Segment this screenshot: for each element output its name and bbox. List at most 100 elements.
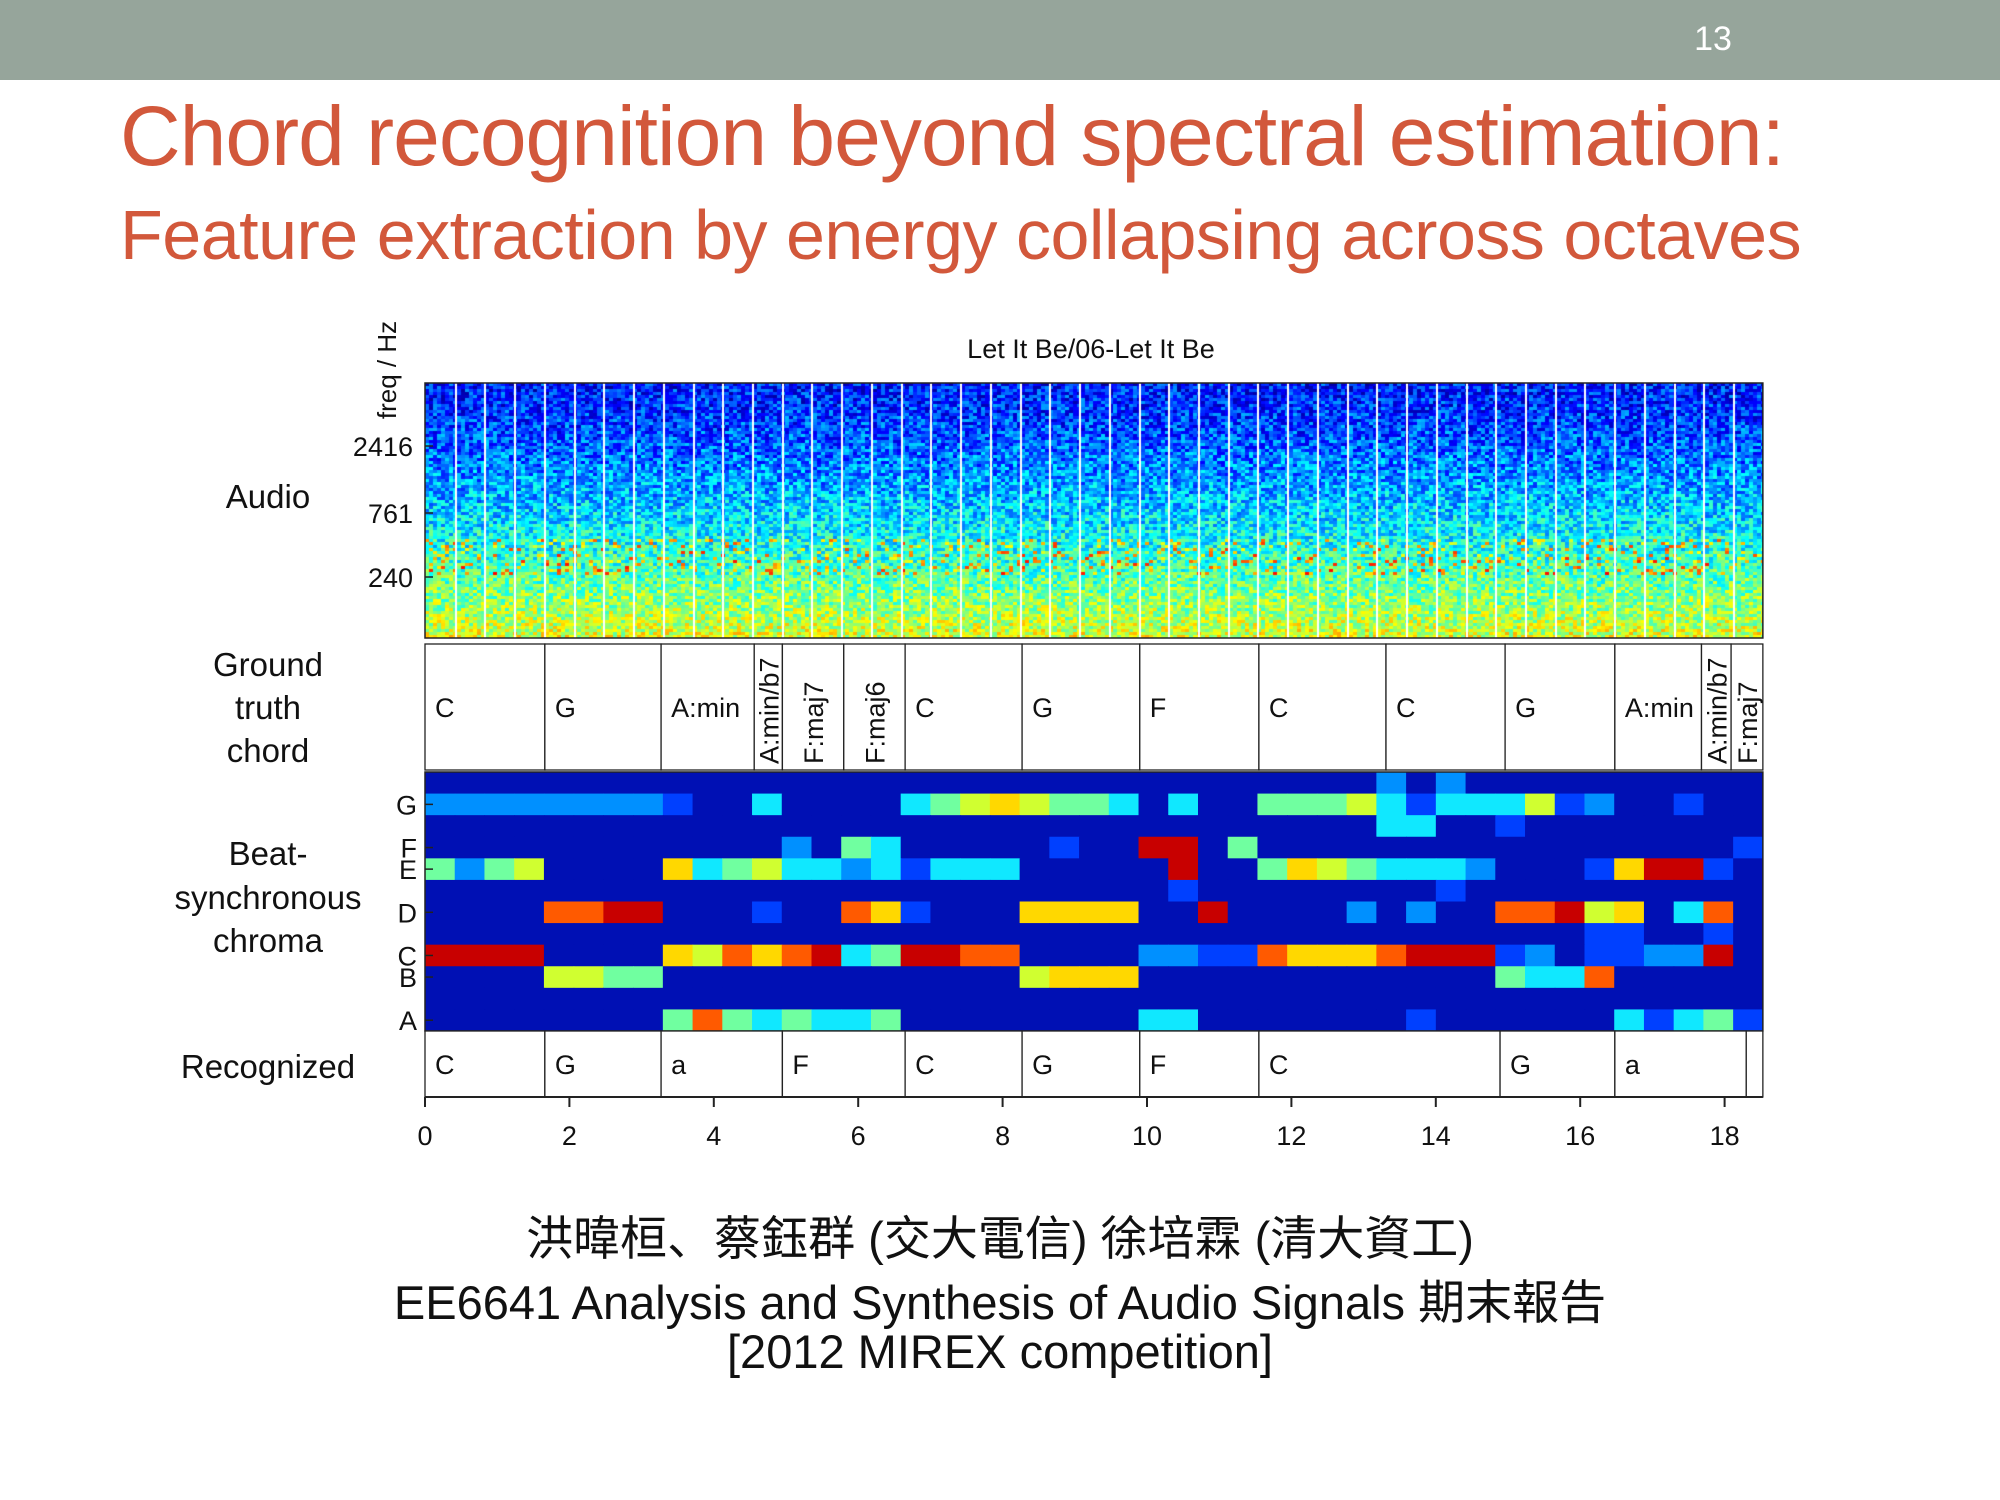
chroma-cell bbox=[841, 966, 872, 989]
chroma-cell bbox=[1287, 966, 1318, 989]
chroma-cell bbox=[900, 815, 932, 838]
chroma-cell bbox=[1257, 966, 1288, 989]
chroma-cell bbox=[1197, 772, 1229, 795]
chroma-cell bbox=[484, 879, 515, 903]
chroma-cell bbox=[1049, 858, 1080, 881]
chroma-cell bbox=[1614, 879, 1645, 903]
chroma-cell bbox=[1673, 1009, 1705, 1032]
chroma-cell bbox=[722, 1009, 753, 1032]
chroma-cell bbox=[960, 923, 991, 946]
chroma-cell bbox=[573, 944, 604, 967]
chroma-cell bbox=[1049, 815, 1080, 838]
chroma-cell bbox=[1019, 966, 1050, 989]
chroma-cell bbox=[514, 923, 545, 946]
chroma-cell bbox=[1733, 987, 1764, 1011]
chroma-cell bbox=[1465, 1009, 1496, 1032]
chroma-cell bbox=[1168, 836, 1199, 859]
chroma-cell bbox=[1257, 793, 1288, 816]
chroma-cell bbox=[692, 987, 723, 1011]
chroma-cell bbox=[989, 815, 1021, 838]
chroma-cell bbox=[603, 966, 634, 989]
chroma-cell bbox=[454, 966, 486, 989]
chroma-cell bbox=[989, 793, 1021, 816]
chroma-cell bbox=[1138, 836, 1169, 859]
chroma-cell bbox=[1435, 836, 1467, 859]
chroma-cell bbox=[1227, 772, 1259, 795]
chroma-cell bbox=[1495, 772, 1526, 795]
chroma-cell bbox=[1316, 879, 1348, 903]
chroma-cell bbox=[1584, 879, 1615, 903]
chroma-cell bbox=[1316, 987, 1348, 1011]
x-tick-label: 16 bbox=[1565, 1121, 1595, 1151]
chroma-cell bbox=[1643, 987, 1675, 1011]
chroma-cell bbox=[1584, 858, 1615, 881]
chroma-cell bbox=[1465, 793, 1496, 816]
chroma-cell bbox=[1197, 987, 1229, 1011]
chroma-cell bbox=[722, 966, 753, 989]
chroma-cell bbox=[425, 966, 456, 989]
chroma-cell bbox=[1168, 987, 1199, 1011]
chroma-cell bbox=[1435, 858, 1467, 881]
chroma-cell bbox=[841, 879, 872, 903]
chroma-cell bbox=[1138, 923, 1169, 946]
panel-label-ground-truth: chord bbox=[227, 732, 310, 769]
chroma-cell bbox=[662, 923, 694, 946]
chroma-cell bbox=[454, 793, 486, 816]
chroma-cell bbox=[1614, 923, 1645, 946]
chroma-cell bbox=[1733, 815, 1764, 838]
chroma-cell bbox=[662, 793, 694, 816]
chroma-cell bbox=[1138, 793, 1169, 816]
x-tick-label: 2 bbox=[562, 1121, 577, 1151]
chroma-cell bbox=[781, 793, 813, 816]
chroma-cell bbox=[811, 944, 842, 967]
chroma-cell bbox=[1525, 815, 1556, 838]
chroma-cell bbox=[1197, 836, 1229, 859]
chroma-cell bbox=[1614, 901, 1645, 924]
chroma-cell bbox=[1584, 793, 1615, 816]
chroma-cell bbox=[811, 987, 842, 1011]
chroma-cell bbox=[1346, 987, 1377, 1011]
chroma-cell bbox=[1108, 815, 1140, 838]
chroma-cell bbox=[454, 901, 486, 924]
chroma-cell bbox=[900, 923, 932, 946]
chroma-cell bbox=[752, 944, 783, 967]
chroma-cell bbox=[1525, 772, 1556, 795]
chroma-cell bbox=[543, 944, 575, 967]
chroma-cell bbox=[811, 815, 842, 838]
chroma-cell bbox=[1703, 1009, 1734, 1032]
panel-label-ground-truth: Ground bbox=[213, 646, 323, 683]
chroma-cell bbox=[1079, 858, 1110, 881]
chroma-cell bbox=[1287, 858, 1318, 881]
chroma-cell bbox=[1316, 793, 1348, 816]
chroma-cell bbox=[1079, 836, 1110, 859]
chroma-cell bbox=[425, 793, 456, 816]
chroma-cell bbox=[752, 836, 783, 859]
chroma-cell bbox=[514, 815, 545, 838]
chroma-cell bbox=[1168, 923, 1199, 946]
chroma-cell bbox=[841, 772, 872, 795]
chroma-cell bbox=[1733, 879, 1764, 903]
ground-truth-chord-segment bbox=[1021, 643, 1141, 771]
footer-course: EE6641 Analysis and Synthesis of Audio S… bbox=[393, 1276, 1607, 1329]
chroma-cell bbox=[1584, 772, 1615, 795]
recognized-chord-segment bbox=[424, 1030, 546, 1098]
chroma-cell bbox=[781, 1009, 813, 1032]
chroma-cell bbox=[543, 858, 575, 881]
chroma-cell bbox=[900, 966, 932, 989]
chroma-cell bbox=[425, 858, 456, 881]
chroma-cell bbox=[1108, 793, 1140, 816]
chroma-cell bbox=[1525, 966, 1556, 989]
chroma-cell bbox=[692, 879, 723, 903]
chroma-cell bbox=[1406, 966, 1437, 989]
ground-truth-chord-segment bbox=[904, 643, 1023, 771]
chroma-cell bbox=[989, 987, 1021, 1011]
chroma-cell bbox=[1554, 772, 1586, 795]
chroma-cell bbox=[692, 836, 723, 859]
chroma-cell bbox=[1614, 987, 1645, 1011]
chroma-cell bbox=[543, 772, 575, 795]
chroma-cell bbox=[930, 944, 961, 967]
chroma-cell bbox=[1406, 879, 1437, 903]
chroma-cell bbox=[1673, 772, 1705, 795]
ground-truth-chord-segment bbox=[660, 643, 755, 771]
chroma-cell bbox=[1614, 944, 1645, 967]
